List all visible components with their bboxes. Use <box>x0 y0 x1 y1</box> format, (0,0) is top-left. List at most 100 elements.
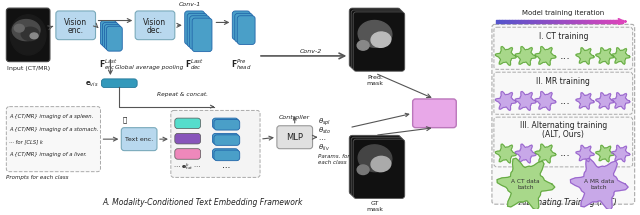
Ellipse shape <box>371 156 391 172</box>
FancyBboxPatch shape <box>189 16 209 49</box>
Text: Repeat & concat.: Repeat & concat. <box>157 92 208 97</box>
FancyBboxPatch shape <box>185 11 205 45</box>
Polygon shape <box>612 93 630 109</box>
Text: ··· for [CLS] k: ··· for [CLS] k <box>10 139 43 144</box>
FancyBboxPatch shape <box>175 118 200 129</box>
Polygon shape <box>535 92 556 110</box>
Ellipse shape <box>14 24 24 32</box>
Polygon shape <box>515 46 536 65</box>
Text: I. CT training: I. CT training <box>538 32 588 41</box>
FancyBboxPatch shape <box>353 12 404 71</box>
FancyBboxPatch shape <box>100 20 116 45</box>
FancyBboxPatch shape <box>104 24 120 49</box>
Polygon shape <box>535 144 556 163</box>
Text: B. Alternating Training (ALT): B. Alternating Training (ALT) <box>509 198 617 207</box>
FancyBboxPatch shape <box>175 149 200 159</box>
Text: II. MR training: II. MR training <box>536 77 590 86</box>
FancyBboxPatch shape <box>351 10 403 69</box>
FancyBboxPatch shape <box>413 99 456 128</box>
FancyBboxPatch shape <box>237 16 255 45</box>
Polygon shape <box>570 158 628 210</box>
Text: Text enc.: Text enc. <box>125 137 153 142</box>
Text: ...: ... <box>560 51 571 61</box>
Text: A {CT/MR} imaging of a spleen.: A {CT/MR} imaging of a spleen. <box>10 114 93 119</box>
Text: enc.: enc. <box>68 26 84 35</box>
Text: MLP: MLP <box>286 133 303 142</box>
FancyBboxPatch shape <box>349 8 401 67</box>
FancyBboxPatch shape <box>353 139 404 198</box>
FancyBboxPatch shape <box>175 133 200 144</box>
Text: $\cdots\ \mathbf{e}_{txt}^k\ \cdots$: $\cdots\ \mathbf{e}_{txt}^k\ \cdots$ <box>173 161 202 172</box>
Polygon shape <box>596 48 614 64</box>
Text: $\cdots$: $\cdots$ <box>221 161 230 170</box>
Text: Controller: Controller <box>279 115 310 120</box>
FancyBboxPatch shape <box>492 24 635 204</box>
Text: ...: ... <box>560 96 571 106</box>
Polygon shape <box>596 145 614 162</box>
Polygon shape <box>495 144 516 163</box>
FancyBboxPatch shape <box>171 111 260 177</box>
Text: (ALT, Ours): (ALT, Ours) <box>542 130 584 139</box>
Text: Vision: Vision <box>143 18 166 27</box>
Text: $\mathbf{e}_{vis}$: $\mathbf{e}_{vis}$ <box>85 80 99 89</box>
Polygon shape <box>612 145 630 162</box>
Text: ...: ... <box>560 149 571 158</box>
FancyBboxPatch shape <box>187 13 207 47</box>
FancyBboxPatch shape <box>102 79 137 88</box>
Text: A. Modality-Conditioned Text Embedding Framework: A. Modality-Conditioned Text Embedding F… <box>102 198 303 207</box>
Text: $\theta_{liv}$: $\theta_{liv}$ <box>317 143 330 153</box>
Text: 🔒: 🔒 <box>122 116 127 123</box>
Text: $\mathbf{F}_{head}^{Pre}$: $\mathbf{F}_{head}^{Pre}$ <box>231 57 252 72</box>
Polygon shape <box>497 158 555 210</box>
Ellipse shape <box>357 41 369 50</box>
FancyBboxPatch shape <box>232 11 250 40</box>
Text: A {CT/MR} imaging of a stomach.: A {CT/MR} imaging of a stomach. <box>10 127 99 132</box>
FancyBboxPatch shape <box>214 120 240 130</box>
FancyBboxPatch shape <box>56 11 95 40</box>
Text: A MR data
batch: A MR data batch <box>584 179 614 189</box>
Text: Global average pooling: Global average pooling <box>115 64 184 69</box>
FancyBboxPatch shape <box>494 72 633 114</box>
Polygon shape <box>495 46 516 65</box>
Text: $\mathbf{F}_{enc}^{Last}$: $\mathbf{F}_{enc}^{Last}$ <box>99 57 118 72</box>
Text: Model training iteration: Model training iteration <box>522 10 604 16</box>
Polygon shape <box>535 46 556 65</box>
FancyBboxPatch shape <box>351 137 403 197</box>
FancyBboxPatch shape <box>212 133 238 144</box>
Polygon shape <box>576 93 595 109</box>
Ellipse shape <box>30 33 38 39</box>
Ellipse shape <box>358 145 392 172</box>
Ellipse shape <box>10 15 46 55</box>
Polygon shape <box>596 93 614 109</box>
FancyBboxPatch shape <box>494 117 633 167</box>
Ellipse shape <box>12 20 40 41</box>
Ellipse shape <box>21 27 39 41</box>
FancyBboxPatch shape <box>349 135 401 195</box>
Text: GT
mask: GT mask <box>367 201 383 212</box>
FancyBboxPatch shape <box>212 149 238 159</box>
Text: $\theta_{spl}$: $\theta_{spl}$ <box>317 116 331 128</box>
FancyBboxPatch shape <box>494 27 633 69</box>
Text: Prompts for each class: Prompts for each class <box>6 175 69 180</box>
Polygon shape <box>612 48 630 64</box>
Text: Input (CT/MR): Input (CT/MR) <box>6 66 50 71</box>
Text: Seg.
Loss: Seg. Loss <box>423 104 446 123</box>
Ellipse shape <box>357 165 369 175</box>
Text: Params. for
each class: Params. for each class <box>317 154 349 165</box>
Text: Conv-2: Conv-2 <box>300 49 322 54</box>
FancyBboxPatch shape <box>102 22 118 47</box>
Text: Conv-1: Conv-1 <box>179 2 201 7</box>
FancyBboxPatch shape <box>214 150 240 161</box>
Polygon shape <box>576 48 595 64</box>
Text: dec.: dec. <box>147 26 163 35</box>
Text: III. Alternating training: III. Alternating training <box>520 121 607 130</box>
FancyBboxPatch shape <box>277 126 312 149</box>
Text: Vision: Vision <box>64 18 87 27</box>
FancyBboxPatch shape <box>6 107 100 172</box>
FancyBboxPatch shape <box>212 118 238 129</box>
Text: $\theta_{sto}$: $\theta_{sto}$ <box>317 126 331 136</box>
Text: $\mathbf{F}_{dec}^{Last}$: $\mathbf{F}_{dec}^{Last}$ <box>186 57 204 72</box>
Polygon shape <box>515 144 536 163</box>
FancyBboxPatch shape <box>235 13 253 42</box>
FancyBboxPatch shape <box>192 18 212 52</box>
